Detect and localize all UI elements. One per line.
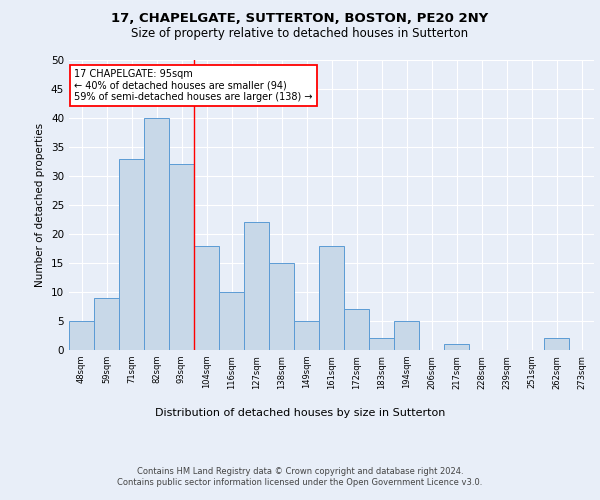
Bar (144, 118, 169, 350)
Bar (194, 246, 219, 350)
Bar (244, 222, 269, 350)
Text: 17, CHAPELGATE, SUTTERTON, BOSTON, PE20 2NY: 17, CHAPELGATE, SUTTERTON, BOSTON, PE20 … (112, 12, 488, 26)
Bar (169, 164, 194, 350)
Y-axis label: Number of detached properties: Number of detached properties (35, 123, 46, 287)
Bar (444, 344, 469, 350)
Text: 17 CHAPELGATE: 95sqm
← 40% of detached houses are smaller (94)
59% of semi-detac: 17 CHAPELGATE: 95sqm ← 40% of detached h… (74, 68, 313, 102)
Text: Size of property relative to detached houses in Sutterton: Size of property relative to detached ho… (131, 28, 469, 40)
Bar (69, 321, 94, 350)
Text: Distribution of detached houses by size in Sutterton: Distribution of detached houses by size … (155, 408, 445, 418)
Text: Contains HM Land Registry data © Crown copyright and database right 2024.
Contai: Contains HM Land Registry data © Crown c… (118, 468, 482, 487)
Bar (344, 310, 369, 350)
Bar (94, 298, 119, 350)
Bar (219, 292, 244, 350)
Bar (294, 321, 319, 350)
Bar (269, 263, 294, 350)
Bar (394, 321, 419, 350)
Bar (119, 158, 144, 350)
Bar (369, 338, 394, 350)
Bar (319, 246, 344, 350)
Bar (544, 338, 569, 350)
